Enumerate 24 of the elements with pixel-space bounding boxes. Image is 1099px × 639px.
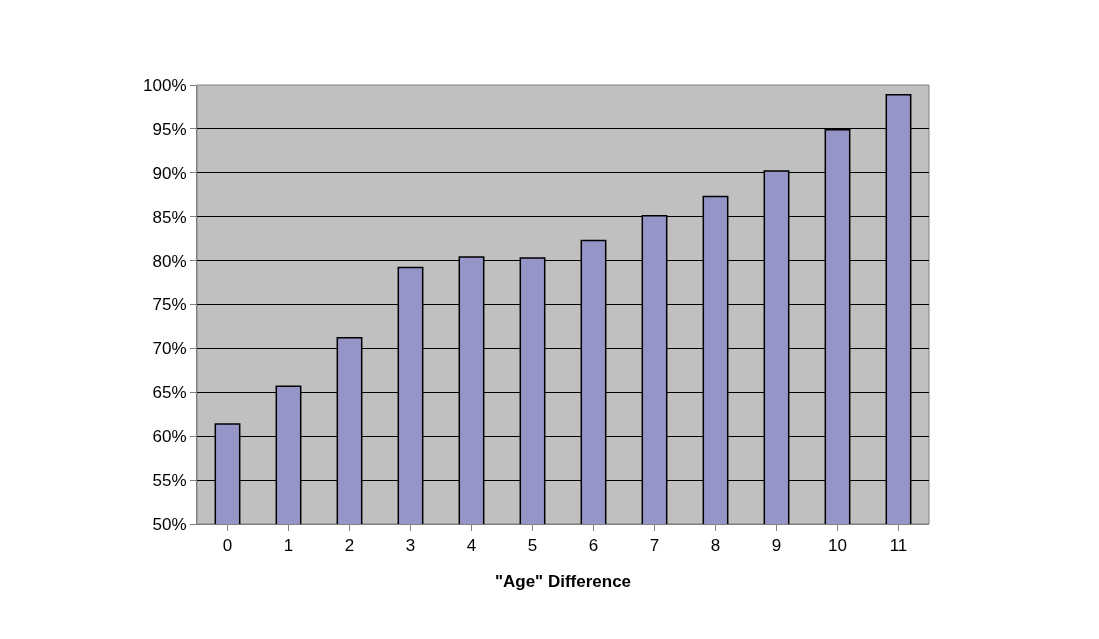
- x-tick-label: 2: [344, 536, 355, 556]
- x-axis-title: "Age" Difference: [494, 571, 632, 591]
- x-tick-label: 3: [405, 536, 416, 556]
- y-tick-label: 60%: [152, 427, 187, 447]
- x-tick-label: 5: [527, 536, 538, 556]
- x-tick-label: 1: [283, 536, 294, 556]
- y-tick-label: 90%: [152, 163, 187, 183]
- y-tick-label: 70%: [152, 339, 187, 359]
- y-tick-label: 75%: [152, 295, 187, 315]
- x-tick-label: 6: [588, 536, 599, 556]
- y-tick-label: 55%: [152, 471, 187, 491]
- x-tick-label: 4: [466, 536, 477, 556]
- x-tick-label: 9: [771, 536, 782, 556]
- y-tick-label: 95%: [152, 119, 187, 139]
- x-tick-label: 8: [710, 536, 721, 556]
- y-tick-label: 100%: [143, 75, 187, 95]
- x-tick-label: 7: [649, 536, 660, 556]
- y-tick-label: 50%: [152, 514, 187, 534]
- x-tick-label: 10: [828, 536, 847, 556]
- x-tick-label: 0: [222, 536, 233, 556]
- y-tick-label: 65%: [152, 383, 187, 403]
- y-tick-label: 85%: [152, 207, 187, 227]
- x-tick-label: 11: [889, 536, 908, 556]
- y-tick-label: 80%: [152, 251, 187, 271]
